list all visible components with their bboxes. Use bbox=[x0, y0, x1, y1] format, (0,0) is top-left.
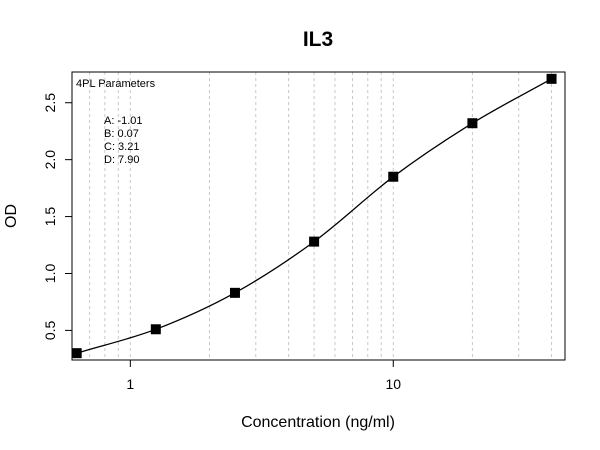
plot-frame bbox=[71, 71, 566, 361]
legend-title: 4PL Parameters bbox=[76, 78, 156, 90]
y-tick-label: 2.0 bbox=[42, 150, 58, 170]
y-tick-label: 2.5 bbox=[42, 93, 58, 113]
data-point bbox=[229, 287, 240, 298]
data-point bbox=[467, 118, 478, 129]
data-point bbox=[546, 73, 557, 84]
x-axis: 1 10 bbox=[126, 359, 401, 392]
data-points bbox=[71, 73, 557, 359]
data-point bbox=[150, 324, 161, 335]
legend-entry-c: C: 3.21 bbox=[104, 141, 139, 153]
x-tick-label: 1 bbox=[126, 376, 134, 392]
y-tick-label: 1.0 bbox=[42, 264, 58, 284]
x-axis-label: Concentration (ng/ml) bbox=[241, 414, 395, 431]
data-point bbox=[388, 171, 399, 182]
data-point bbox=[71, 348, 82, 359]
y-axis: 0.5 1.0 1.5 2.0 2.5 bbox=[42, 93, 73, 340]
legend-entry-b: B: 0.07 bbox=[104, 128, 139, 140]
legend-entry-a: A: -1.01 bbox=[104, 115, 143, 127]
legend-entry-d: D: 7.90 bbox=[104, 154, 139, 166]
data-point bbox=[309, 236, 320, 247]
y-axis-label: OD bbox=[3, 204, 20, 228]
grid bbox=[71, 72, 553, 360]
x-tick-label: 10 bbox=[385, 376, 401, 392]
chart-title: IL3 bbox=[303, 28, 333, 51]
y-tick-label: 1.5 bbox=[42, 207, 58, 227]
y-tick-label: 0.5 bbox=[42, 320, 58, 340]
legend: 4PL Parameters A: -1.01 B: 0.07 C: 3.21 … bbox=[76, 78, 156, 166]
